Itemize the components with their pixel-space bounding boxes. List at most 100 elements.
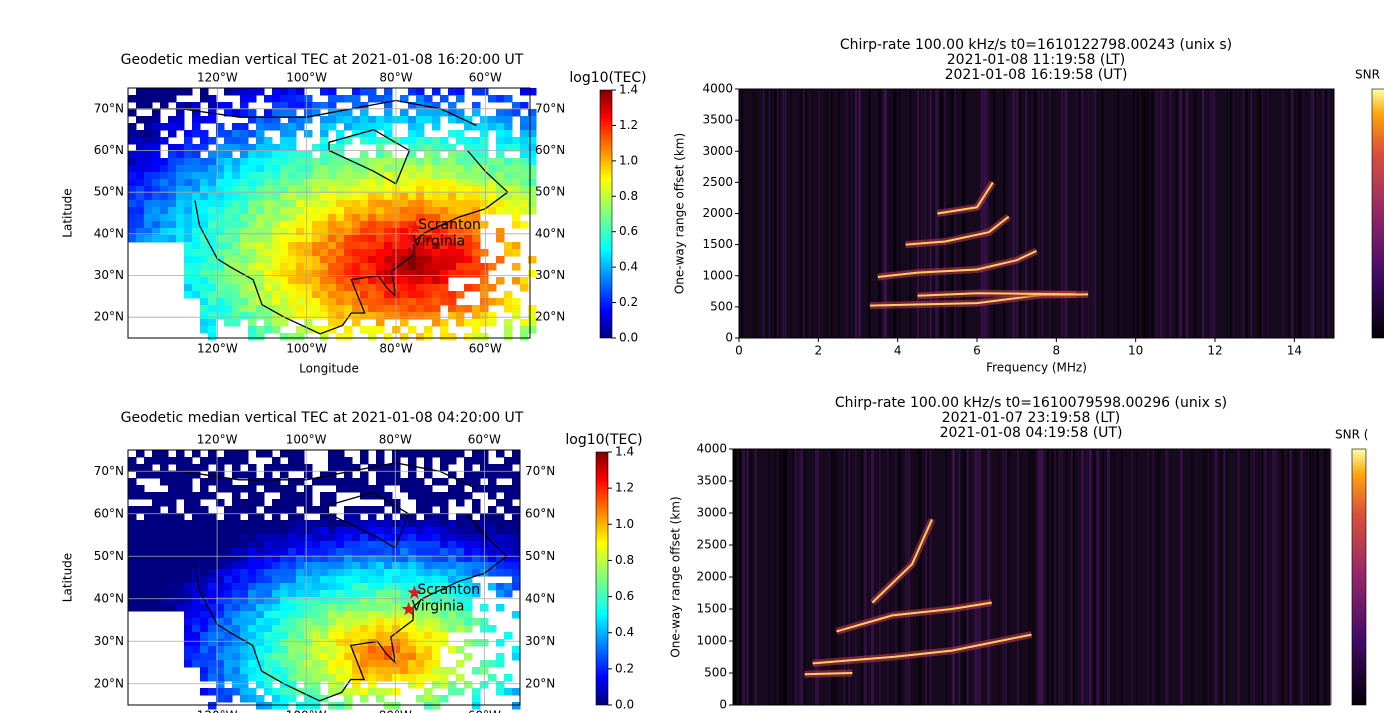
- tec-cell: [376, 144, 385, 152]
- noise-stripe: [1320, 449, 1323, 705]
- tec-cell: [496, 653, 505, 661]
- tec-cell: [456, 618, 465, 626]
- tec-cell: [312, 326, 321, 334]
- noise-stripe: [1258, 89, 1261, 338]
- tec-cell: [392, 632, 401, 640]
- noise-stripe: [974, 449, 977, 705]
- tec-cell: [400, 137, 409, 145]
- tec-cell: [176, 144, 185, 152]
- tec-cell: [280, 109, 289, 117]
- noise-stripe: [1170, 449, 1172, 705]
- tec-cell: [424, 165, 433, 173]
- tec-cell: [304, 326, 313, 334]
- tec-cell: [248, 583, 257, 591]
- tec-cell: [312, 569, 321, 577]
- tec-cell: [256, 660, 265, 668]
- noise-stripe: [962, 449, 966, 705]
- tec-cell: [408, 562, 417, 570]
- tec-cell: [408, 583, 417, 591]
- tec-cell: [344, 555, 353, 563]
- tec-cell: [168, 520, 177, 528]
- tec-cell: [416, 632, 425, 640]
- tec-cell: [360, 123, 369, 131]
- tec-cell: [432, 256, 441, 264]
- noise-stripe: [834, 449, 838, 705]
- tec-cell: [504, 193, 513, 201]
- noise-stripe: [867, 89, 872, 338]
- noise-stripe: [1315, 89, 1318, 338]
- tec-cell: [312, 478, 321, 486]
- tec-cell: [336, 534, 345, 542]
- x-tick-label: 14: [1287, 344, 1302, 358]
- tec-cell: [496, 109, 505, 117]
- tec-cell: [360, 284, 369, 292]
- tec-cell: [312, 604, 321, 612]
- noise-stripe: [1016, 449, 1020, 705]
- tec-cell: [368, 137, 377, 145]
- tec-cell: [496, 158, 505, 166]
- tec-cell: [360, 548, 369, 556]
- tec-cell: [392, 618, 401, 626]
- tec-cell: [392, 450, 401, 458]
- tec-cell: [296, 702, 305, 710]
- tec-cell: [328, 193, 337, 201]
- echo-core: [804, 672, 853, 676]
- tec-cell: [384, 109, 393, 117]
- tec-cell: [272, 109, 281, 117]
- tec-cell: [264, 249, 273, 257]
- tec-cell: [320, 471, 329, 479]
- tec-cell: [360, 667, 369, 675]
- tec-cell: [184, 464, 193, 472]
- tec-cell: [408, 464, 417, 472]
- tec-cell: [416, 186, 425, 194]
- tec-cell: [352, 214, 361, 222]
- tec-cell: [216, 270, 225, 278]
- tec-cell: [312, 193, 321, 201]
- tec-cell: [384, 702, 393, 710]
- tec-cell: [520, 130, 529, 138]
- tec-cell: [176, 193, 185, 201]
- noise-stripe: [1058, 449, 1060, 705]
- tec-cell: [128, 109, 137, 117]
- tec-cell: [392, 562, 401, 570]
- tec-cell: [264, 151, 273, 159]
- tec-cell: [424, 214, 433, 222]
- tec-cell: [328, 88, 337, 96]
- tec-cell: [208, 471, 217, 479]
- noise-stripe: [789, 449, 792, 705]
- tec-cell: [248, 590, 257, 598]
- tec-cell: [400, 207, 409, 215]
- tec-cell: [376, 200, 385, 208]
- tec-cell: [488, 116, 497, 124]
- tec-cell: [296, 555, 305, 563]
- tec-cell: [208, 674, 217, 682]
- noise-stripe: [1038, 89, 1041, 338]
- tec-cell: [224, 305, 233, 313]
- tec-cell: [352, 291, 361, 299]
- tec-cell: [256, 597, 265, 605]
- tec-cell: [216, 200, 225, 208]
- tec-cell: [384, 151, 393, 159]
- tec-cell: [456, 158, 465, 166]
- tec-cell: [416, 485, 425, 493]
- tec-cell: [200, 277, 209, 285]
- tec-cell: [184, 576, 193, 584]
- tec-cell: [456, 291, 465, 299]
- tec-cell: [280, 193, 289, 201]
- tec-cell: [192, 221, 201, 229]
- tec-cell: [184, 506, 193, 514]
- tec-cell: [232, 674, 241, 682]
- tec-cell: [480, 263, 489, 271]
- tec-cell: [360, 277, 369, 285]
- tec-cell: [256, 228, 265, 236]
- tec-cell: [416, 242, 425, 250]
- tec-cell: [528, 207, 537, 215]
- noise-stripe: [1002, 449, 1004, 705]
- tec-cell: [328, 277, 337, 285]
- noise-stripe: [844, 449, 849, 705]
- tec-cell: [352, 681, 361, 689]
- chart-title: 2021-01-08 11:19:58 (LT): [947, 52, 1126, 68]
- tec-cell: [400, 291, 409, 299]
- tec-cell: [248, 485, 257, 493]
- tec-cell: [280, 158, 289, 166]
